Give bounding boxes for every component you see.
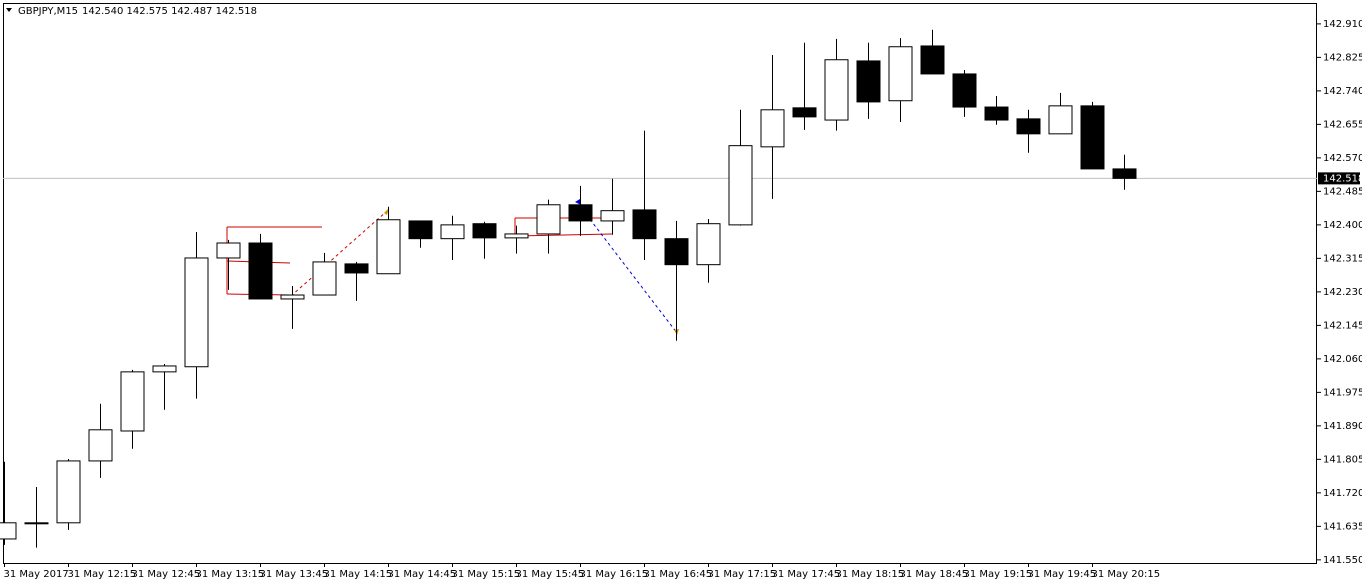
drawings (226, 199, 679, 335)
candle-body (472, 223, 497, 239)
arrow-marker (575, 199, 581, 205)
candle-body (824, 59, 849, 121)
candle-body (152, 365, 177, 373)
x-tick-label: 31 May 17:15 (708, 569, 777, 580)
menu-arrow[interactable] (6, 8, 12, 12)
candle-body (120, 371, 145, 432)
candle-body (1016, 118, 1041, 135)
y-tick-label: 142.400 (1323, 220, 1362, 231)
y-tick-label: 142.145 (1323, 320, 1362, 331)
candle-body (600, 210, 625, 222)
candle-body (760, 109, 785, 148)
candle-body (280, 294, 305, 300)
x-tick-label: 31 May 18:45 (900, 569, 969, 580)
red-dashed-line (290, 210, 388, 297)
y-tick-label: 141.550 (1323, 555, 1362, 566)
candle-body (664, 238, 689, 266)
candle-body (88, 429, 113, 462)
candle-body (632, 209, 657, 240)
y-tick-label: 141.720 (1323, 488, 1362, 499)
candle-body (248, 242, 273, 300)
y-tick-label: 142.655 (1323, 119, 1362, 130)
red-level (514, 233, 613, 237)
y-tick-label: 141.635 (1323, 521, 1362, 532)
y-tick-label: 142.230 (1323, 287, 1362, 298)
candle-body (920, 45, 945, 75)
x-tick-label: 31 May 12:15 (68, 569, 137, 580)
candle-body (0, 522, 17, 540)
candle-body (216, 242, 241, 259)
y-tick-label: 141.975 (1323, 387, 1362, 398)
x-tick-label: 31 May 14:15 (324, 569, 393, 580)
candle-body (312, 261, 337, 296)
x-tick-label: 31 May 12:45 (132, 569, 201, 580)
x-tick-label: 31 May 16:45 (644, 569, 713, 580)
candle-body (536, 204, 561, 235)
candle-body (1112, 168, 1137, 179)
candle-body (56, 460, 81, 524)
y-tick-label: 142.740 (1323, 86, 1362, 97)
x-tick-label: 31 May 19:15 (964, 569, 1033, 580)
y-tick-label: 142.910 (1323, 19, 1362, 30)
candle-body (856, 60, 881, 103)
y-tick-label: 142.485 (1323, 186, 1362, 197)
price-info: 142.540 142.575 142.487 142.518 (82, 6, 257, 17)
x-tick-label: 31 May 13:15 (196, 569, 265, 580)
current-price-label: 142.518 (1323, 173, 1362, 184)
arrow-marker (384, 208, 389, 215)
candle-body (24, 522, 49, 525)
x-tick-label: 31 May 14:45 (388, 569, 457, 580)
candle-body (888, 46, 913, 102)
x-tick-label: 31 May 13:45 (260, 569, 329, 580)
x-tick-label: 31 May 16:15 (580, 569, 649, 580)
candle-body (952, 73, 977, 108)
candle-body (568, 204, 593, 222)
plot-frame (3, 3, 1317, 564)
candle-body (504, 233, 529, 239)
y-tick-label: 141.805 (1323, 454, 1362, 465)
chart-title: GBPJPY,M15 (18, 6, 78, 17)
candle-body (1048, 105, 1073, 135)
x-tick-label: 31 May 17:45 (772, 569, 841, 580)
candle-body (696, 223, 721, 266)
x-tick-label: 31 May 19:45 (1028, 569, 1097, 580)
x-tick-label: 31 May 18:15 (836, 569, 905, 580)
y-tick-label: 142.060 (1323, 354, 1362, 365)
x-tick-label: 31 May 2017 (4, 569, 69, 580)
candle-body (440, 224, 465, 240)
blue-dashed-line (578, 204, 678, 334)
x-tick-label: 31 May 20:15 (1092, 569, 1161, 580)
y-tick-label: 141.890 (1323, 421, 1362, 432)
candle-body (184, 257, 209, 368)
candle-body (984, 106, 1009, 121)
candle-body (728, 145, 753, 226)
y-tick-label: 142.570 (1323, 153, 1362, 164)
y-tick-label: 142.825 (1323, 52, 1362, 63)
current-price-box (1318, 172, 1360, 185)
candle-body (792, 107, 817, 118)
candle-body (1080, 105, 1105, 170)
y-tick-label: 142.315 (1323, 253, 1362, 264)
candle-body (344, 263, 369, 274)
candle-body (408, 220, 433, 240)
x-tick-label: 31 May 15:45 (516, 569, 585, 580)
x-tick-label: 31 May 15:15 (452, 569, 521, 580)
candle-body (376, 219, 401, 275)
